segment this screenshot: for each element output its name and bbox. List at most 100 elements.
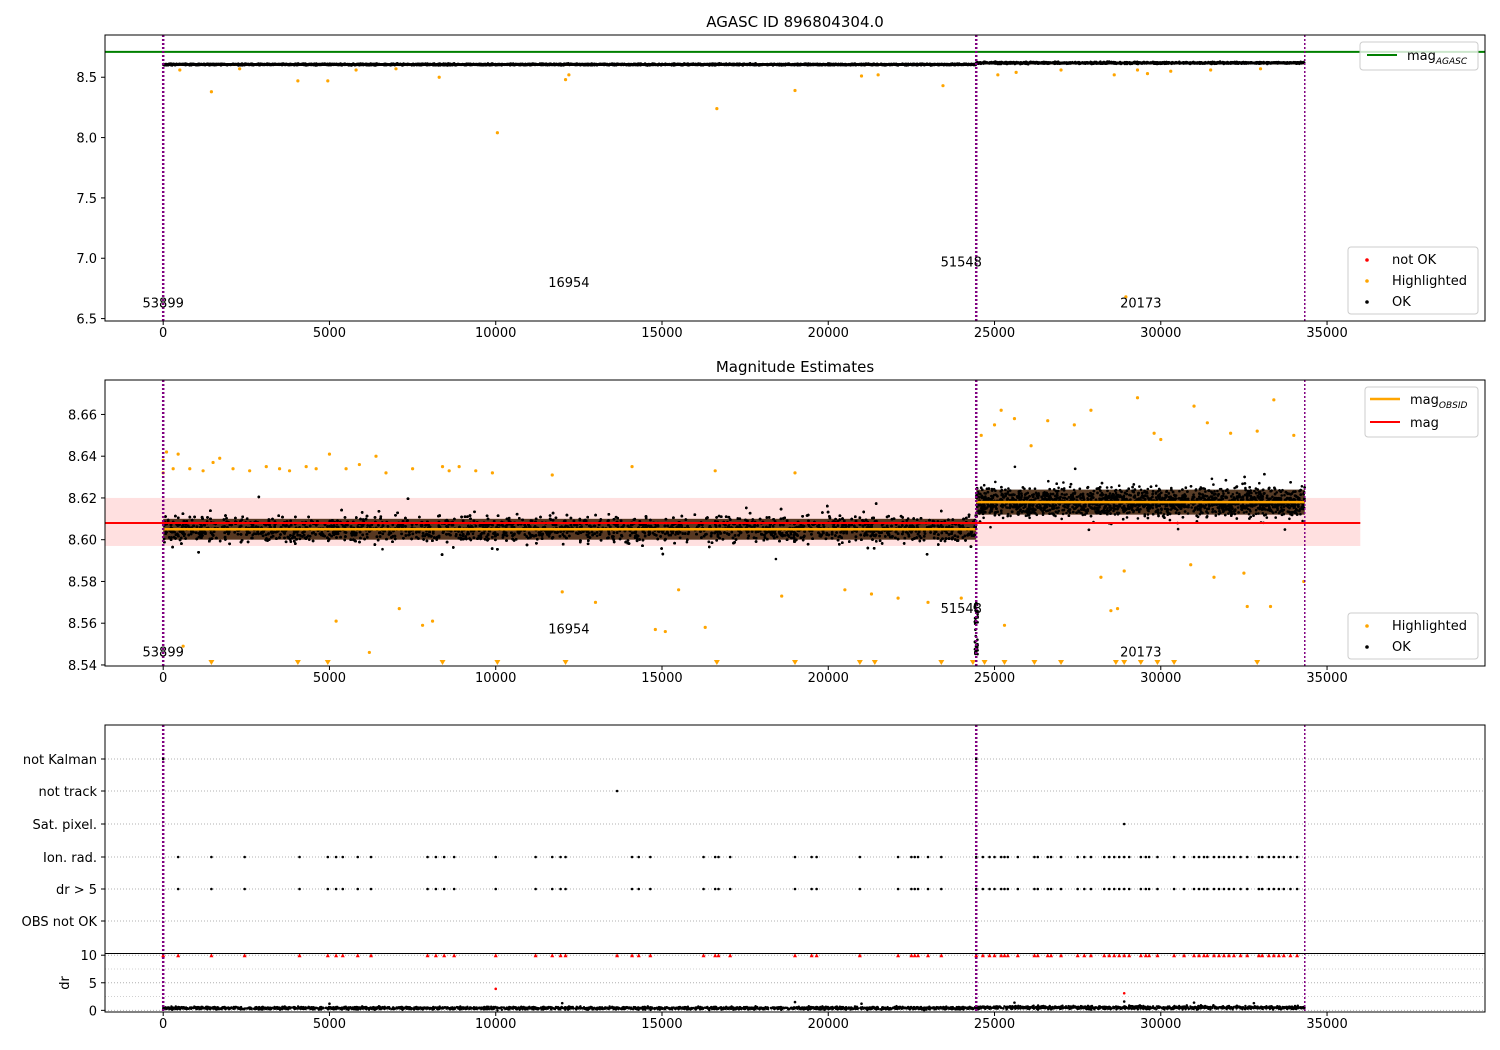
ok-point bbox=[1244, 61, 1248, 65]
ok-point bbox=[415, 63, 419, 66]
ok-point bbox=[913, 62, 916, 66]
ok-point bbox=[951, 63, 954, 66]
legend-marker-not-ok bbox=[1365, 258, 1369, 262]
ok-point bbox=[519, 62, 523, 66]
ok-point bbox=[998, 61, 1002, 64]
ok-point bbox=[1237, 61, 1241, 64]
ok-point bbox=[168, 62, 172, 66]
x-tick-label: 20000 bbox=[808, 326, 849, 341]
highlighted-point bbox=[1059, 68, 1063, 72]
ok-point bbox=[958, 63, 962, 66]
highlighted-point bbox=[996, 73, 1000, 77]
ok-point bbox=[965, 63, 968, 66]
ok-point bbox=[482, 63, 486, 66]
ok-point bbox=[1301, 60, 1305, 64]
ok-point bbox=[196, 63, 199, 67]
ok-point bbox=[672, 62, 676, 65]
ok-point bbox=[751, 63, 755, 67]
ok-point bbox=[402, 63, 405, 67]
ok-point bbox=[471, 532, 475, 536]
ok-point bbox=[990, 61, 994, 65]
ok-point bbox=[474, 62, 478, 66]
ok-point bbox=[685, 540, 689, 544]
highlighted-point bbox=[876, 73, 880, 77]
ok-point bbox=[1229, 62, 1233, 65]
panel1-legend-points: not OK Highlighted OK bbox=[1347, 246, 1479, 315]
ok-point bbox=[218, 63, 222, 66]
ok-point bbox=[1288, 62, 1291, 65]
ok-point bbox=[190, 62, 194, 66]
ok-point bbox=[778, 63, 782, 66]
ok-point bbox=[273, 62, 277, 66]
ok-point bbox=[375, 62, 379, 65]
ok-point bbox=[916, 63, 920, 66]
obsid-label: 20173 bbox=[1120, 297, 1161, 312]
ok-point bbox=[1132, 61, 1136, 65]
ok-point bbox=[568, 63, 571, 67]
ok-point bbox=[1194, 61, 1198, 65]
ok-point bbox=[981, 61, 985, 64]
ok-point bbox=[250, 62, 253, 65]
legend-label-not-ok: not OK bbox=[1392, 253, 1437, 268]
ok-point bbox=[833, 63, 836, 66]
ok-point bbox=[614, 63, 618, 67]
ok-point bbox=[514, 63, 517, 66]
ok-point bbox=[1155, 62, 1158, 65]
ok-point bbox=[761, 62, 765, 66]
ok-point bbox=[785, 62, 789, 66]
ok-point bbox=[874, 63, 878, 67]
ok-point bbox=[461, 63, 465, 66]
ok-point bbox=[1242, 60, 1245, 64]
ok-point bbox=[843, 63, 847, 67]
ok-point bbox=[590, 63, 594, 67]
highlighted-point bbox=[296, 79, 300, 83]
ok-point bbox=[276, 63, 279, 66]
ok-point bbox=[491, 63, 495, 67]
ok-point bbox=[420, 62, 424, 66]
ok-point bbox=[1254, 61, 1257, 65]
ok-point bbox=[1176, 61, 1180, 65]
ok-point bbox=[340, 63, 344, 66]
ok-point bbox=[1282, 61, 1286, 65]
ok-point bbox=[362, 62, 366, 66]
ok-point bbox=[370, 62, 374, 66]
ok-point bbox=[895, 63, 898, 66]
ok-point bbox=[931, 63, 934, 66]
highlighted-point bbox=[941, 84, 945, 88]
ok-point bbox=[1083, 61, 1086, 64]
ok-point bbox=[209, 63, 212, 66]
ok-point bbox=[1054, 62, 1057, 65]
ok-point bbox=[1110, 61, 1114, 65]
highlighted-point bbox=[793, 88, 797, 93]
ok-point bbox=[349, 63, 353, 66]
obsid-label: 51548 bbox=[941, 256, 982, 271]
ok-point bbox=[534, 63, 537, 66]
ok-point bbox=[1094, 61, 1098, 64]
ok-point bbox=[721, 63, 724, 66]
ok-point bbox=[437, 62, 440, 66]
ok-point bbox=[281, 62, 285, 66]
ok-point bbox=[1226, 61, 1229, 64]
ok-point bbox=[488, 64, 492, 67]
ok-point bbox=[1165, 61, 1169, 65]
x-tick-label: 15000 bbox=[641, 326, 682, 341]
ok-point bbox=[1074, 60, 1077, 64]
ok-point bbox=[715, 62, 719, 66]
ok-point bbox=[495, 63, 499, 66]
ok-point bbox=[870, 62, 873, 66]
ok-point bbox=[393, 63, 397, 66]
ok-point bbox=[233, 63, 236, 66]
x-tick-label: 10000 bbox=[475, 326, 516, 341]
highlighted-point bbox=[354, 68, 358, 72]
y-tick-label: 8.0 bbox=[76, 132, 97, 147]
ok-point bbox=[498, 63, 502, 67]
ok-point bbox=[1028, 61, 1032, 65]
ok-point bbox=[1269, 61, 1273, 64]
ok-point bbox=[898, 63, 901, 66]
ok-point bbox=[905, 62, 908, 66]
ok-point bbox=[582, 63, 585, 67]
highlighted-point bbox=[1135, 68, 1140, 72]
ok-point bbox=[748, 63, 751, 66]
ok-point bbox=[428, 62, 431, 66]
